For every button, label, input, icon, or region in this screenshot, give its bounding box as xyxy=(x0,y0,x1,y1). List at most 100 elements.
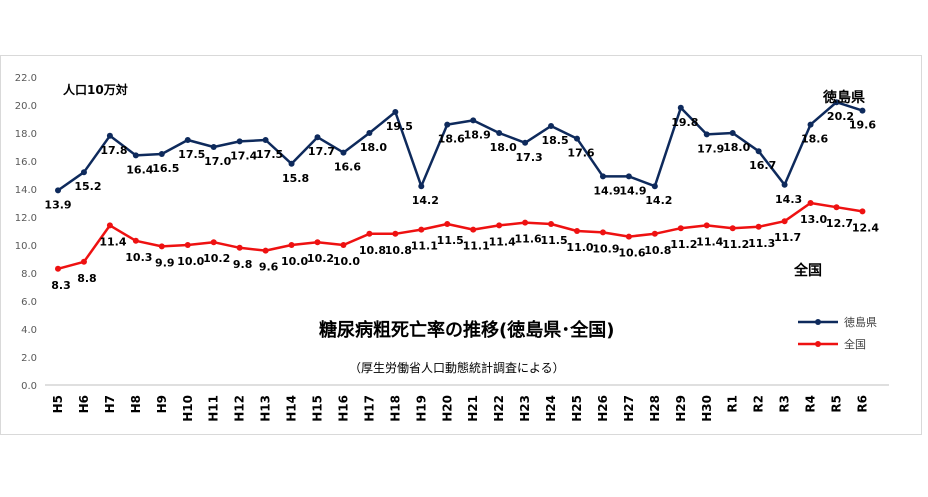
data-label-national: 9.9 xyxy=(155,256,175,269)
data-point-tokushima xyxy=(807,121,814,128)
data-point-national xyxy=(314,239,321,246)
data-point-tokushima xyxy=(755,148,762,155)
data-label-tokushima: 14.9 xyxy=(619,184,646,197)
data-label-national: 13.0 xyxy=(800,213,827,226)
x-tick-label: H18 xyxy=(388,395,402,422)
data-label-tokushima: 18.0 xyxy=(723,141,750,154)
series-label-national: 全国 xyxy=(793,262,822,279)
data-label-national: 11.4 xyxy=(696,235,723,248)
data-label-national: 10.0 xyxy=(177,255,204,268)
x-tick-label: R6 xyxy=(855,395,869,413)
data-point-tokushima xyxy=(80,169,87,176)
data-point-tokushima xyxy=(859,107,866,114)
data-point-tokushima xyxy=(340,149,347,156)
data-label-national: 10.8 xyxy=(644,244,671,257)
data-point-tokushima xyxy=(236,138,243,145)
data-point-national xyxy=(132,237,139,244)
y-tick-label: 0.0 xyxy=(21,381,37,392)
data-point-tokushima xyxy=(288,160,295,167)
data-point-tokushima xyxy=(262,137,269,143)
x-tick-label: H27 xyxy=(622,395,636,422)
data-point-tokushima xyxy=(781,181,788,188)
y-tick-label: 16.0 xyxy=(15,157,37,168)
data-point-tokushima xyxy=(833,99,840,106)
x-tick-label: H17 xyxy=(362,395,376,422)
x-tick-label: H29 xyxy=(674,395,688,422)
x-tick-label: H10 xyxy=(181,395,195,422)
legend-item-national: 全国 xyxy=(798,337,866,351)
legend: 徳島県 全国 xyxy=(798,315,877,351)
legend-label-tokushima: 徳島県 xyxy=(844,315,877,329)
x-tick-label: H9 xyxy=(155,395,169,413)
data-label-national: 10.2 xyxy=(307,252,334,265)
data-point-national xyxy=(496,222,503,229)
data-point-national xyxy=(184,242,191,248)
data-label-tokushima: 19.6 xyxy=(849,119,876,132)
x-tick-label: R1 xyxy=(726,395,740,413)
data-label-tokushima: 18.6 xyxy=(438,133,465,146)
data-point-national xyxy=(236,244,243,251)
data-label-tokushima: 14.3 xyxy=(775,193,802,206)
data-label-national: 10.3 xyxy=(125,251,152,264)
data-point-national xyxy=(807,200,814,206)
x-tick-label: H14 xyxy=(285,395,299,422)
x-tick-label: H5 xyxy=(51,395,65,413)
unit-label: 人口10万対 xyxy=(63,82,128,97)
data-point-tokushima xyxy=(470,117,477,124)
y-tick-label: 2.0 xyxy=(21,353,37,364)
data-label-tokushima: 17.0 xyxy=(204,155,231,168)
data-point-national xyxy=(444,221,451,227)
data-label-national: 11.5 xyxy=(540,234,567,247)
x-axis: H5 H6 H7 H8 H9 H10 H11 H12 H13 H14 H15 H16 H17 H18 H19… xyxy=(45,384,889,422)
data-label-national: 11.0 xyxy=(566,241,593,254)
data-point-tokushima xyxy=(210,144,217,150)
legend-marker-tokushima xyxy=(815,319,821,325)
data-point-national xyxy=(262,247,269,254)
data-point-tokushima xyxy=(651,183,658,190)
series-label-tokushima: 徳島県 xyxy=(822,89,865,106)
data-point-tokushima xyxy=(184,137,191,143)
data-label-national: 10.8 xyxy=(359,244,386,257)
data-label-national: 11.1 xyxy=(463,240,490,253)
data-point-national xyxy=(574,228,580,234)
data-label-tokushima: 14.2 xyxy=(645,194,672,207)
data-label-tokushima: 17.5 xyxy=(256,148,283,161)
data-label-tokushima: 18.5 xyxy=(541,134,568,147)
data-point-national xyxy=(729,225,736,232)
data-label-national: 11.7 xyxy=(774,231,801,244)
x-tick-label: H28 xyxy=(648,395,662,422)
data-point-national xyxy=(755,223,762,230)
y-tick-label: 14.0 xyxy=(15,185,37,196)
data-point-tokushima xyxy=(625,173,632,180)
y-tick-label: 4.0 xyxy=(21,325,37,336)
data-label-national: 9.8 xyxy=(233,258,253,271)
data-labels: 13.915.217.816.416.517.517.017.417.515.8… xyxy=(44,110,879,292)
x-tick-label: H11 xyxy=(207,395,221,422)
data-label-national: 12.7 xyxy=(826,217,853,230)
data-label-national: 11.6 xyxy=(515,233,542,246)
data-label-tokushima: 17.9 xyxy=(697,142,724,155)
x-tick-label: H22 xyxy=(492,395,506,422)
x-tick-label: H24 xyxy=(544,395,558,422)
data-point-national xyxy=(80,258,87,265)
data-point-national xyxy=(522,219,529,226)
data-label-national: 11.1 xyxy=(411,240,438,253)
data-label-tokushima: 16.6 xyxy=(334,161,361,174)
data-label-tokushima: 18.0 xyxy=(490,141,517,154)
data-label-tokushima: 17.7 xyxy=(308,145,335,158)
data-point-national xyxy=(418,226,425,233)
data-label-tokushima: 19.5 xyxy=(386,120,413,133)
line-chart: 0.0 2.0 4.0 6.0 8.0 10.0 12.0 14.0 16.0 18.0 20.0 2… xyxy=(15,73,889,422)
data-label-tokushima: 14.9 xyxy=(593,184,620,197)
data-label-tokushima: 17.8 xyxy=(100,144,127,157)
data-point-national xyxy=(651,230,658,237)
data-point-tokushima xyxy=(574,135,580,142)
y-tick-label: 18.0 xyxy=(15,129,37,140)
x-tick-label: R3 xyxy=(778,395,792,413)
x-tick-label: H30 xyxy=(700,395,714,422)
data-label-tokushima: 19.8 xyxy=(671,116,698,129)
chart-subtitle: （厚生労働省人口動態統計調査による） xyxy=(349,360,565,375)
data-label-national: 10.0 xyxy=(333,255,360,268)
x-tick-label: H21 xyxy=(466,395,480,422)
data-point-national xyxy=(340,242,347,248)
